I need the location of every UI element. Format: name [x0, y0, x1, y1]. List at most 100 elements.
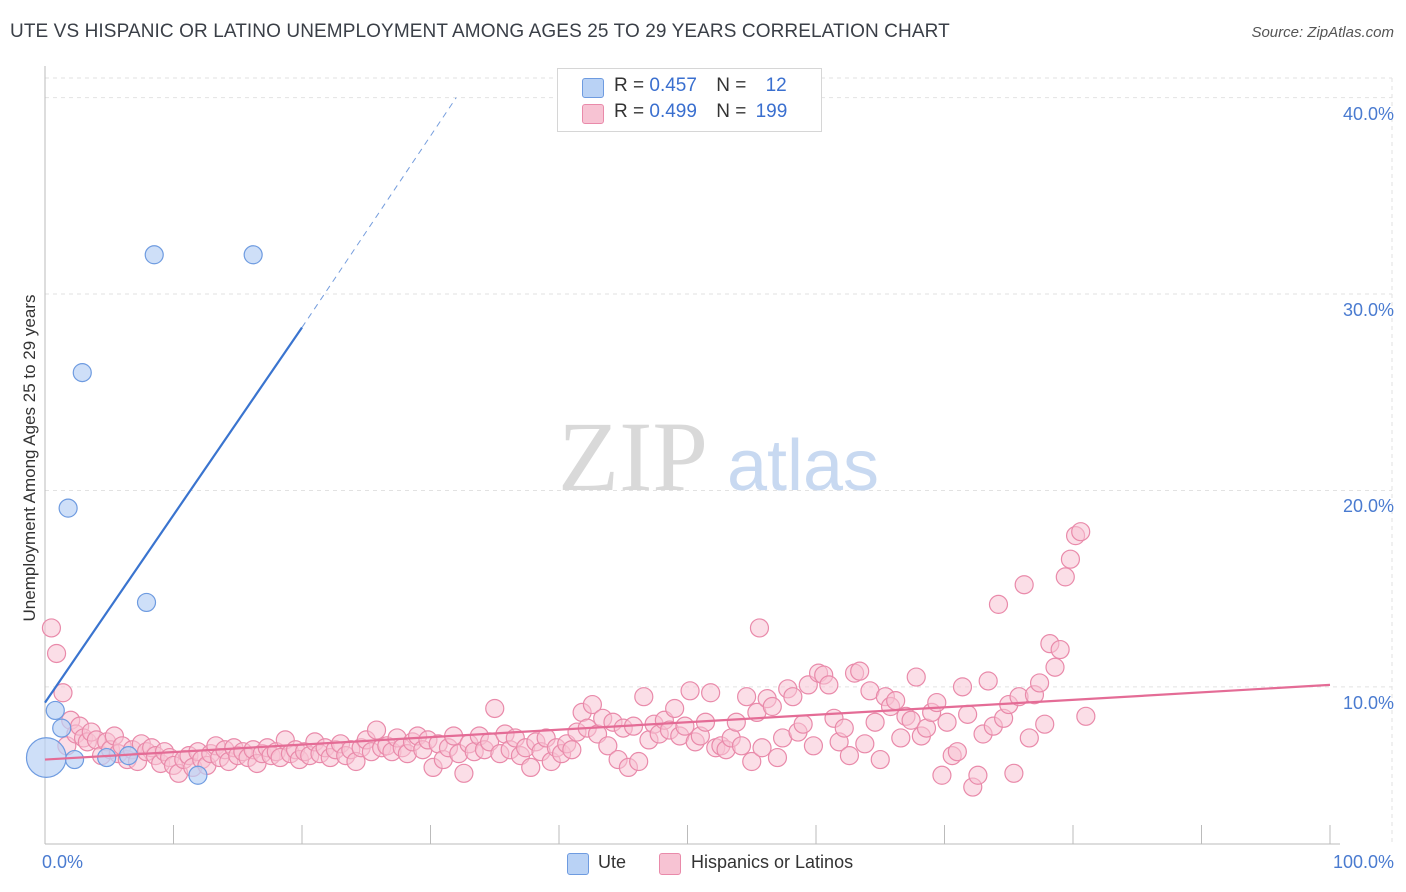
legend-n-label: N = [716, 75, 747, 96]
legend-n-label: N = [716, 101, 747, 122]
hispanic-point [1004, 763, 1024, 783]
ute-point [136, 592, 157, 613]
trend-lines [44, 97, 1331, 761]
hispanic-point [952, 677, 973, 697]
source-label: Source: ZipAtlas.com [1251, 24, 1394, 41]
x-tick-label: 100.0% [1332, 852, 1394, 872]
bottom-legend-ute-label: Ute [598, 852, 627, 872]
hispanic-point [598, 736, 618, 756]
ute-swatch-icon [567, 853, 589, 875]
hispanic-point [947, 742, 967, 762]
hispanic-point [454, 763, 474, 783]
hispanic-point [870, 749, 890, 770]
hispanic-point [767, 747, 788, 768]
y-tick-label: 10.0% [1342, 692, 1394, 713]
hispanic-point [701, 683, 721, 703]
hispanic-point [629, 751, 649, 772]
ute-trend-extension [301, 97, 457, 328]
hispanic-point [932, 765, 952, 785]
hispanic-point [675, 716, 695, 736]
hispanic-point [865, 712, 885, 732]
hispanic-point [665, 698, 685, 719]
ute-point [243, 245, 263, 265]
x-tick-label: 0.0% [42, 852, 84, 872]
hispanic-point [1076, 706, 1096, 726]
ute-point [72, 363, 92, 383]
hispanic-point [762, 696, 782, 717]
hispanic-point [850, 661, 870, 681]
hispanic-point [521, 757, 541, 778]
hispanic-point [834, 718, 854, 738]
axes [44, 66, 1340, 845]
hispanic-point [1035, 714, 1055, 734]
hispanic-point [752, 738, 772, 758]
legend-r-label: R = [614, 101, 645, 122]
ute-trend-line [44, 326, 303, 704]
legend-n-value: 199 [755, 101, 788, 122]
hispanic-point [1019, 728, 1039, 748]
hispanic-point [1029, 673, 1050, 693]
hispanic-point [783, 687, 803, 707]
hispanic-point [726, 712, 746, 732]
hispanic-point [793, 714, 813, 734]
hispanic-point [562, 740, 582, 760]
hispanic-point [901, 710, 921, 730]
hispanic-point [958, 704, 978, 724]
hispanic-point [819, 675, 839, 695]
y-tick-label: 40.0% [1342, 103, 1394, 124]
ute-point [64, 749, 85, 770]
hispanic-point [1014, 575, 1034, 595]
hispanic-trend-line [44, 683, 1331, 761]
hispanic-point [46, 643, 67, 664]
legend: R = 0.457 N = 12 R = 0.499 N = 199 [557, 68, 822, 132]
hispanic-swatch-icon [659, 853, 681, 875]
ute-point [144, 245, 164, 265]
ute-point [52, 718, 72, 738]
hispanic-point [906, 667, 926, 687]
hispanic-point [485, 698, 505, 719]
ute-points [25, 245, 263, 785]
hispanic-point [582, 694, 603, 715]
hispanic-point [1055, 567, 1075, 587]
hispanic-points [41, 522, 1096, 797]
hispanic-point [1045, 657, 1065, 677]
hispanic-point [937, 712, 957, 732]
hispanic-point [1071, 522, 1091, 542]
hispanic-point [1060, 549, 1081, 569]
hispanic-point [41, 618, 62, 638]
y-tick-label: 30.0% [1342, 300, 1394, 321]
ute-point [58, 498, 78, 518]
legend-r-value: 0.499 [649, 101, 697, 122]
hispanic-point [839, 746, 860, 766]
watermark-atlas: atlas [727, 426, 879, 506]
ute-point [45, 700, 65, 721]
hispanic-point [978, 671, 998, 691]
watermark: ZIP atlas [558, 401, 879, 512]
legend-r-label: R = [614, 75, 645, 96]
legend-n-value: 12 [765, 75, 787, 96]
legend-swatch-hispanic [582, 104, 604, 124]
legend-swatch-ute [582, 78, 604, 98]
hispanic-point [742, 751, 762, 772]
chart-title: UTE VS HISPANIC OR LATINO UNEMPLOYMENT A… [10, 21, 950, 42]
gridlines [45, 77, 1393, 844]
hispanic-point [737, 687, 757, 707]
hispanic-point [803, 736, 824, 756]
hispanic-point [731, 736, 752, 756]
hispanic-point [886, 691, 906, 711]
hispanic-point [749, 618, 770, 638]
y-tick-label: 20.0% [1342, 496, 1394, 517]
ute-point [188, 765, 208, 785]
hispanic-point [891, 728, 911, 748]
watermark-zip: ZIP [558, 401, 708, 512]
legend-r-value: 0.457 [649, 75, 697, 96]
ute-point [97, 747, 117, 768]
hispanic-point [968, 765, 988, 785]
hispanic-point [988, 594, 1009, 614]
hispanic-point [53, 683, 73, 703]
bottom-legend-hispanic-label: Hispanics or Latinos [691, 852, 854, 872]
hispanic-point [366, 720, 387, 740]
hispanic-point [680, 681, 700, 701]
hispanic-point [1050, 639, 1070, 660]
